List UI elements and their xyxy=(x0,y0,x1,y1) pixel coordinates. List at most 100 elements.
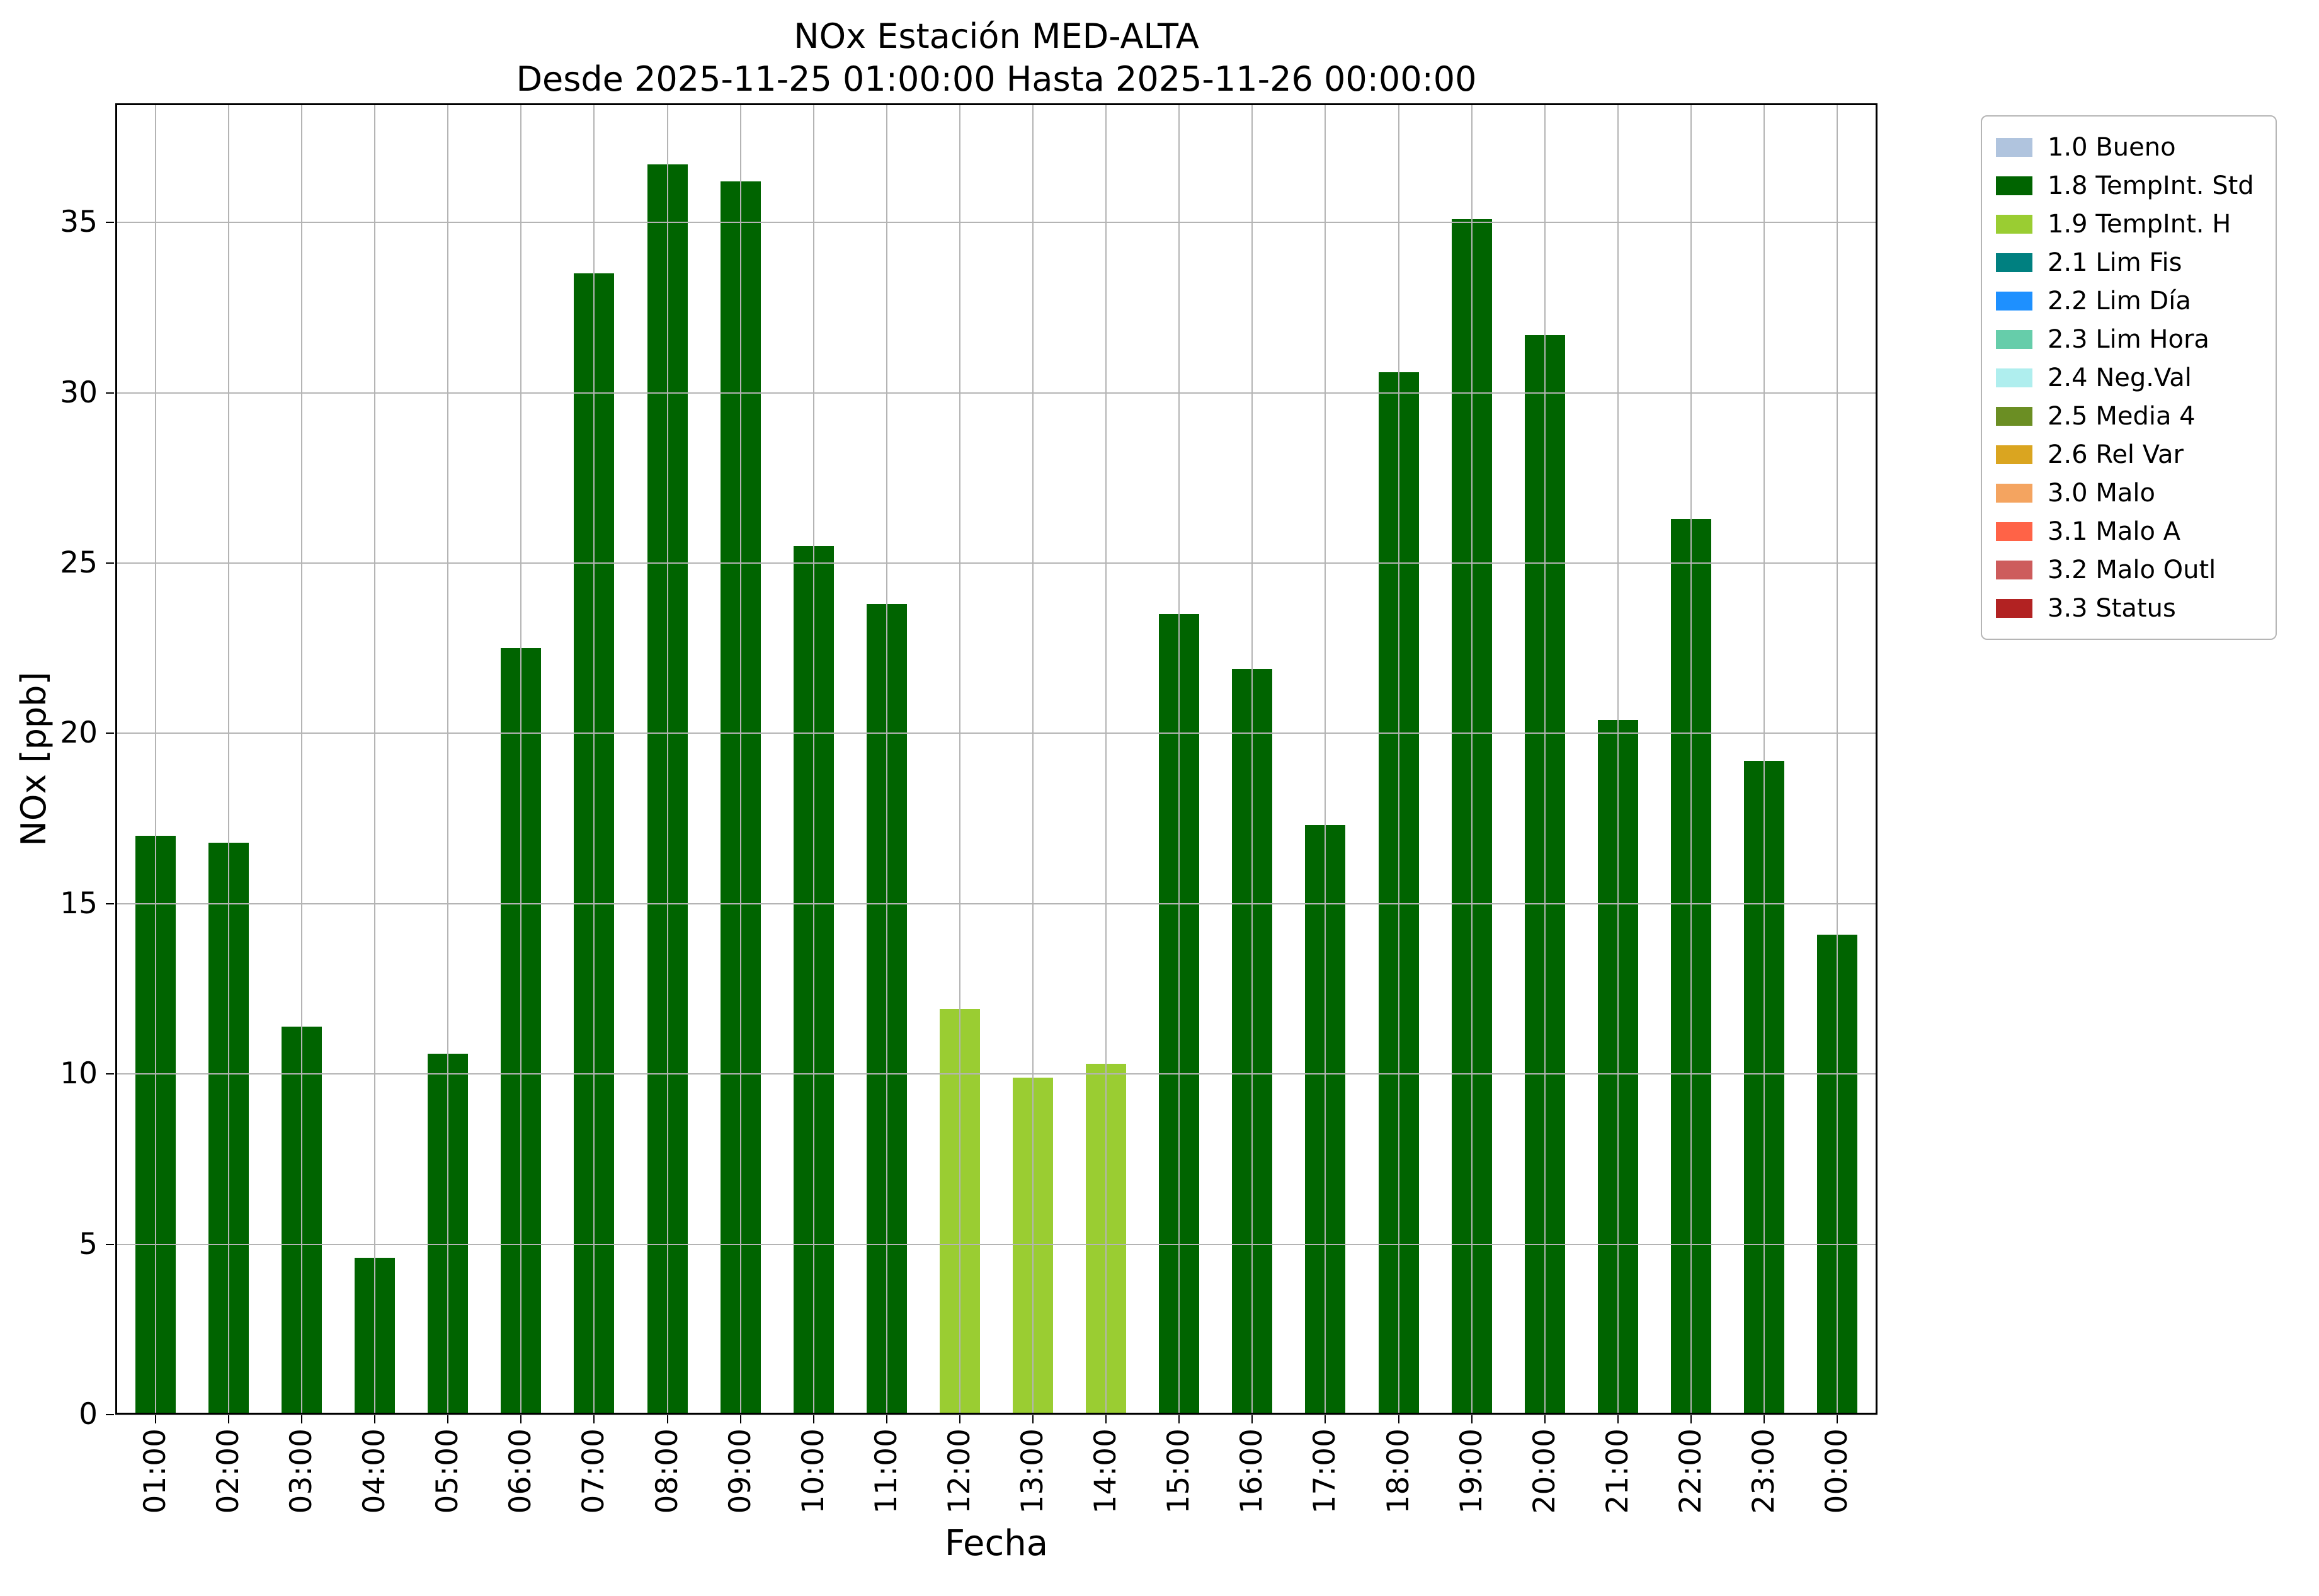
legend-label: 3.3 Status xyxy=(2048,593,2176,623)
x-tick-mark xyxy=(520,1415,522,1423)
y-tick-mark xyxy=(106,903,114,904)
legend-item-2.2: 2.2 Lim Día xyxy=(1996,282,2262,320)
legend-swatch xyxy=(1996,598,2032,618)
x-tick-label: 15:00 xyxy=(1161,1428,1197,1514)
legend-label: 2.4 Neg.Val xyxy=(2048,363,2192,392)
legend-swatch xyxy=(1996,368,2032,387)
h-gridline xyxy=(115,222,1877,224)
v-gridline xyxy=(1032,103,1034,1415)
v-gridline xyxy=(1178,103,1180,1415)
legend-label: 3.0 Malo xyxy=(2048,478,2155,508)
y-tick-label: 20 xyxy=(60,715,98,751)
legend-item-3.1: 3.1 Malo A xyxy=(1996,512,2262,550)
x-tick-label: 07:00 xyxy=(576,1428,612,1514)
v-gridline xyxy=(1763,103,1765,1415)
x-tick-mark xyxy=(812,1415,814,1423)
legend-swatch xyxy=(1996,483,2032,503)
legend-label: 3.1 Malo A xyxy=(2048,516,2181,546)
h-gridline xyxy=(115,1414,1877,1415)
x-tick-label: 04:00 xyxy=(357,1428,392,1514)
x-tick-mark xyxy=(1251,1415,1253,1423)
v-gridline xyxy=(812,103,814,1415)
x-tick-label: 16:00 xyxy=(1234,1428,1270,1514)
v-gridline xyxy=(739,103,741,1415)
legend-item-2.5: 2.5 Media 4 xyxy=(1996,397,2262,435)
x-tick-mark xyxy=(959,1415,960,1423)
x-tick-label: 18:00 xyxy=(1381,1428,1416,1514)
x-tick-mark xyxy=(1617,1415,1619,1423)
x-tick-label: 20:00 xyxy=(1527,1428,1562,1514)
x-tick-label: 21:00 xyxy=(1600,1428,1635,1514)
x-tick-label: 11:00 xyxy=(869,1428,904,1514)
x-axis-label: Fecha xyxy=(944,1523,1049,1564)
x-tick-mark xyxy=(593,1415,595,1423)
y-tick-mark xyxy=(106,562,114,564)
chart-title: NOx Estación MED-ALTA xyxy=(794,16,1199,56)
legend-item-3.0: 3.0 Malo xyxy=(1996,474,2262,512)
legend-label: 2.1 Lim Fis xyxy=(2048,248,2182,277)
legend-label: 2.3 Lim Hora xyxy=(2048,324,2209,354)
y-tick-label: 30 xyxy=(60,375,98,410)
legend-swatch xyxy=(1996,560,2032,579)
x-tick-mark xyxy=(1032,1415,1034,1423)
legend: 1.0 Bueno 1.8 TempInt. Std 1.9 TempInt. H 2… xyxy=(1981,115,2277,640)
x-tick-label: 10:00 xyxy=(795,1428,831,1514)
x-tick-mark xyxy=(227,1415,229,1423)
x-tick-label: 12:00 xyxy=(942,1428,977,1514)
grid-layer xyxy=(115,103,1877,1415)
legend-swatch xyxy=(1996,214,2032,234)
x-tick-mark xyxy=(1837,1415,1838,1423)
h-gridline xyxy=(115,562,1877,564)
x-tick-mark xyxy=(1471,1415,1473,1423)
x-tick-label: 05:00 xyxy=(430,1428,465,1514)
y-tick-mark xyxy=(106,392,114,394)
v-gridline xyxy=(227,103,229,1415)
legend-label: 2.5 Media 4 xyxy=(2048,401,2196,431)
x-tick-label: 08:00 xyxy=(649,1428,685,1514)
legend-item-2.4: 2.4 Neg.Val xyxy=(1996,358,2262,397)
v-gridline xyxy=(447,103,449,1415)
y-tick-mark xyxy=(106,222,114,224)
legend-swatch xyxy=(1996,137,2032,157)
legend-item-1.0: 1.0 Bueno xyxy=(1996,128,2262,166)
legend-swatch xyxy=(1996,291,2032,311)
h-gridline xyxy=(115,732,1877,734)
x-tick-mark xyxy=(1398,1415,1399,1423)
legend-item-2.3: 2.3 Lim Hora xyxy=(1996,320,2262,358)
x-tick-mark xyxy=(1763,1415,1765,1423)
x-tick-mark xyxy=(301,1415,303,1423)
y-tick-label: 10 xyxy=(60,1056,98,1092)
legend-label: 1.8 TempInt. Std xyxy=(2048,171,2254,200)
v-gridline xyxy=(1617,103,1619,1415)
x-tick-mark xyxy=(886,1415,887,1423)
v-gridline xyxy=(959,103,960,1415)
x-tick-label: 14:00 xyxy=(1088,1428,1124,1514)
x-tick-label: 00:00 xyxy=(1820,1428,1855,1514)
legend-swatch xyxy=(1996,329,2032,349)
y-tick-label: 15 xyxy=(60,886,98,921)
y-tick-label: 35 xyxy=(60,205,98,240)
chart-subtitle: Desde 2025-11-25 01:00:00 Hasta 2025-11-… xyxy=(516,59,1477,100)
v-gridline xyxy=(1251,103,1253,1415)
x-tick-label: 01:00 xyxy=(138,1428,173,1514)
x-tick-mark xyxy=(1690,1415,1692,1423)
x-tick-label: 17:00 xyxy=(1308,1428,1343,1514)
v-gridline xyxy=(1105,103,1107,1415)
y-tick-label: 0 xyxy=(79,1397,98,1432)
legend-swatch xyxy=(1996,253,2032,272)
x-tick-mark xyxy=(374,1415,376,1423)
legend-swatch xyxy=(1996,445,2032,464)
plot-area xyxy=(115,103,1877,1415)
v-gridline xyxy=(1690,103,1692,1415)
legend-label: 1.9 TempInt. H xyxy=(2048,209,2231,239)
x-tick-mark xyxy=(1325,1415,1326,1423)
y-tick-mark xyxy=(106,1243,114,1245)
y-tick-mark xyxy=(106,1073,114,1075)
h-gridline xyxy=(115,1243,1877,1245)
x-tick-mark xyxy=(1105,1415,1107,1423)
y-axis-label: NOx [ppb] xyxy=(14,671,54,846)
legend-item-3.3: 3.3 Status xyxy=(1996,589,2262,627)
plot-frame xyxy=(115,103,1877,1415)
v-gridline xyxy=(1837,103,1838,1415)
